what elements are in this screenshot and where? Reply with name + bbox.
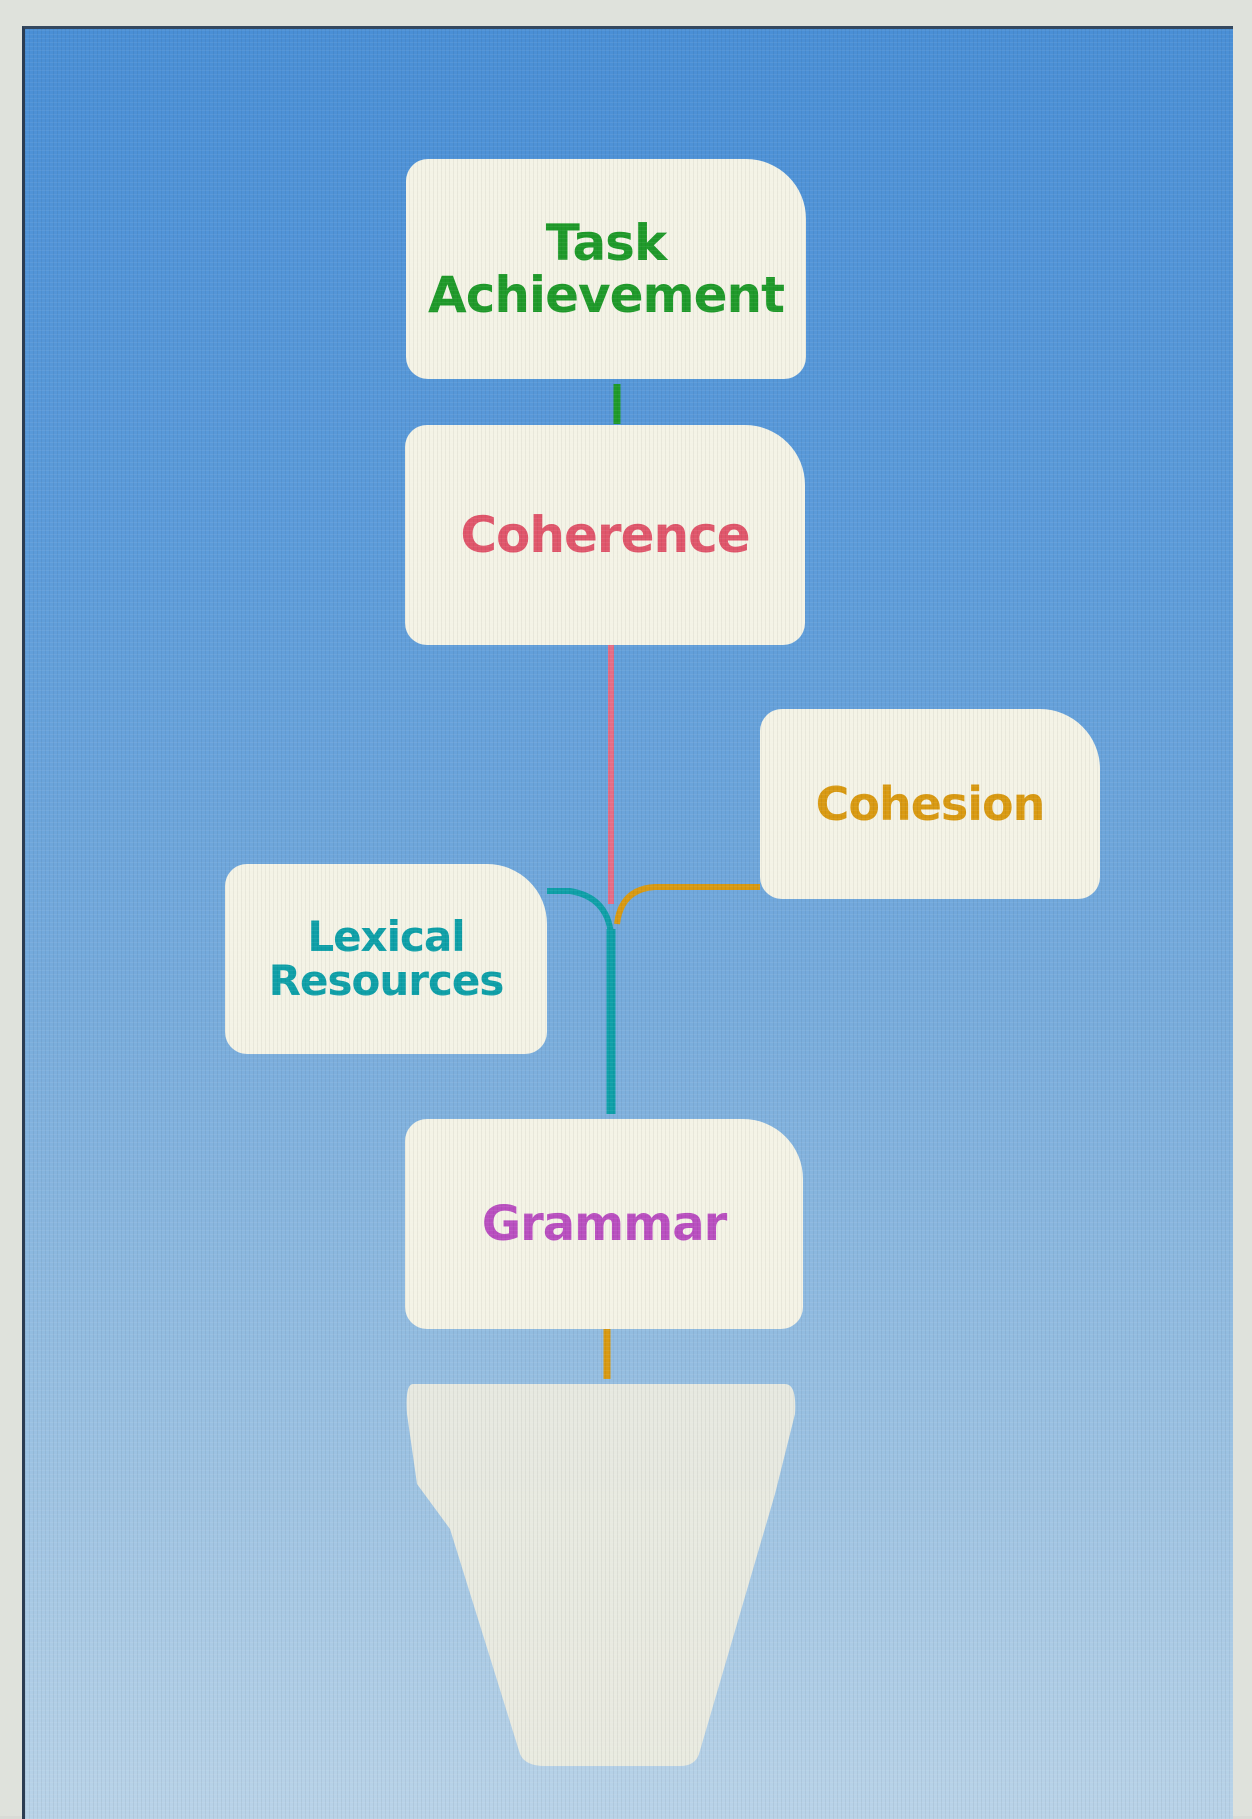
flower-pot-shape <box>406 1384 796 1766</box>
node-task-achievement-label: Task Achievement <box>428 213 785 324</box>
node-lexical-resources-label: Lexical Resources <box>268 911 505 1005</box>
diagram-connectors <box>547 384 760 1379</box>
diagram-screen: Task Achievement Coherence Cohesion Lexi… <box>22 26 1233 1819</box>
node-task-achievement: Task Achievement <box>406 159 806 379</box>
node-grammar: Grammar <box>405 1119 803 1329</box>
node-coherence: Coherence <box>405 425 805 645</box>
node-cohesion: Cohesion <box>760 709 1100 899</box>
node-grammar-label: Grammar <box>481 1195 728 1252</box>
connector-lexical-branch <box>547 888 614 935</box>
node-cohesion-label: Cohesion <box>815 776 1046 831</box>
node-lexical-resources: Lexical Resources <box>225 864 547 1054</box>
connector-cohesion-branch <box>614 884 760 925</box>
node-coherence-label: Coherence <box>460 505 750 564</box>
